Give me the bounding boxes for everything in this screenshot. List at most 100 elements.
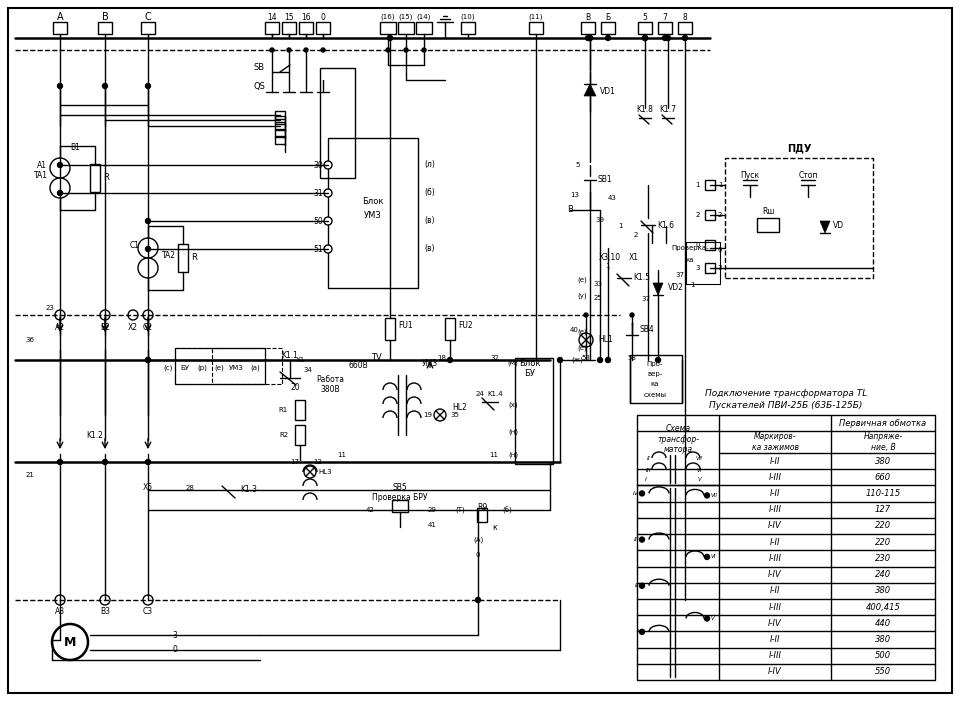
Text: 0: 0 <box>173 646 178 655</box>
Text: 28: 28 <box>185 485 195 491</box>
Circle shape <box>100 310 110 320</box>
Text: ПДУ: ПДУ <box>787 143 811 153</box>
Text: 15: 15 <box>284 13 294 22</box>
Circle shape <box>434 409 446 421</box>
Bar <box>328 138 418 288</box>
Text: 2: 2 <box>696 212 700 218</box>
Bar <box>275 111 285 119</box>
Text: K1.5: K1.5 <box>633 273 650 283</box>
Circle shape <box>50 158 70 178</box>
Circle shape <box>324 189 332 197</box>
Text: K1.2: K1.2 <box>86 430 104 440</box>
Text: I-II: I-II <box>770 456 780 465</box>
Polygon shape <box>820 221 830 233</box>
Circle shape <box>665 36 670 41</box>
Circle shape <box>146 247 151 252</box>
Text: R: R <box>103 174 108 182</box>
Text: 32: 32 <box>491 355 499 361</box>
Bar <box>275 136 285 144</box>
Text: 13: 13 <box>570 192 580 198</box>
Circle shape <box>100 595 110 605</box>
Text: TA1: TA1 <box>34 172 48 180</box>
Bar <box>398 22 414 34</box>
Text: (н): (н) <box>508 451 518 458</box>
Text: 7: 7 <box>662 13 667 22</box>
Text: 20: 20 <box>290 383 300 393</box>
Text: SB4: SB4 <box>640 325 655 334</box>
Circle shape <box>639 629 644 634</box>
Text: (е): (е) <box>577 277 587 283</box>
Text: (А): (А) <box>473 537 483 543</box>
Text: 380: 380 <box>875 635 891 644</box>
Text: I-III: I-III <box>769 554 781 563</box>
Circle shape <box>128 310 138 320</box>
Text: 220: 220 <box>875 538 891 547</box>
Text: A1: A1 <box>37 161 47 170</box>
Text: 30: 30 <box>313 161 323 170</box>
Circle shape <box>588 36 592 41</box>
Text: K1.6: K1.6 <box>657 221 674 229</box>
Bar <box>320 68 355 178</box>
Text: VD: VD <box>833 221 844 229</box>
Text: (у): (у) <box>577 293 587 299</box>
Bar <box>725 158 873 278</box>
Text: I-III: I-III <box>769 651 781 660</box>
Text: 43: 43 <box>608 195 616 201</box>
Text: 3: 3 <box>173 630 178 639</box>
Circle shape <box>138 238 158 258</box>
Text: (в): (в) <box>424 245 435 254</box>
Text: Маркиров-
ка зажимов: Маркиров- ка зажимов <box>752 433 799 451</box>
Text: 19: 19 <box>423 412 432 418</box>
Circle shape <box>321 48 325 52</box>
Circle shape <box>324 161 332 169</box>
Circle shape <box>143 310 153 320</box>
Text: I-II: I-II <box>770 489 780 498</box>
Text: 380В: 380В <box>321 386 340 395</box>
Text: 240: 240 <box>875 570 891 579</box>
Text: VD2: VD2 <box>668 283 684 292</box>
Circle shape <box>422 48 426 52</box>
Text: C: C <box>145 12 152 22</box>
Circle shape <box>386 48 390 52</box>
Text: I-IV: I-IV <box>768 619 781 628</box>
Text: 51: 51 <box>313 245 323 254</box>
Circle shape <box>639 537 644 542</box>
Text: II: II <box>647 456 651 461</box>
Text: к: к <box>492 524 497 533</box>
Text: 1: 1 <box>605 263 610 269</box>
Text: (14): (14) <box>417 14 431 20</box>
Text: 50: 50 <box>313 217 323 226</box>
Text: (б): (б) <box>424 189 435 198</box>
Circle shape <box>52 624 88 660</box>
Text: 230: 230 <box>875 554 891 563</box>
Text: 11: 11 <box>338 452 347 458</box>
Circle shape <box>287 48 291 52</box>
Bar <box>392 500 408 512</box>
Text: SB: SB <box>253 64 265 72</box>
Circle shape <box>146 219 151 224</box>
Bar <box>175 348 265 384</box>
Text: 37: 37 <box>676 272 684 278</box>
Circle shape <box>642 36 647 41</box>
Text: FU2: FU2 <box>458 322 472 330</box>
Text: 0: 0 <box>476 552 480 558</box>
Text: X2: X2 <box>128 322 138 332</box>
Text: 5: 5 <box>576 162 580 168</box>
Text: 1: 1 <box>617 223 622 229</box>
Bar <box>275 122 285 130</box>
Text: Напряже-
ние, В: Напряже- ние, В <box>863 433 902 451</box>
Text: 29: 29 <box>427 507 437 513</box>
Text: 40: 40 <box>569 327 579 333</box>
Circle shape <box>705 616 709 621</box>
Bar <box>275 116 285 124</box>
Bar <box>678 22 692 34</box>
Circle shape <box>304 466 316 478</box>
Text: 17: 17 <box>291 459 300 465</box>
Circle shape <box>146 459 151 465</box>
Text: SB1: SB1 <box>598 175 612 184</box>
Text: R: R <box>191 254 197 262</box>
Text: (м): (м) <box>508 360 518 366</box>
Text: 35: 35 <box>450 412 459 418</box>
Bar <box>316 22 330 34</box>
Text: 37: 37 <box>641 296 651 302</box>
